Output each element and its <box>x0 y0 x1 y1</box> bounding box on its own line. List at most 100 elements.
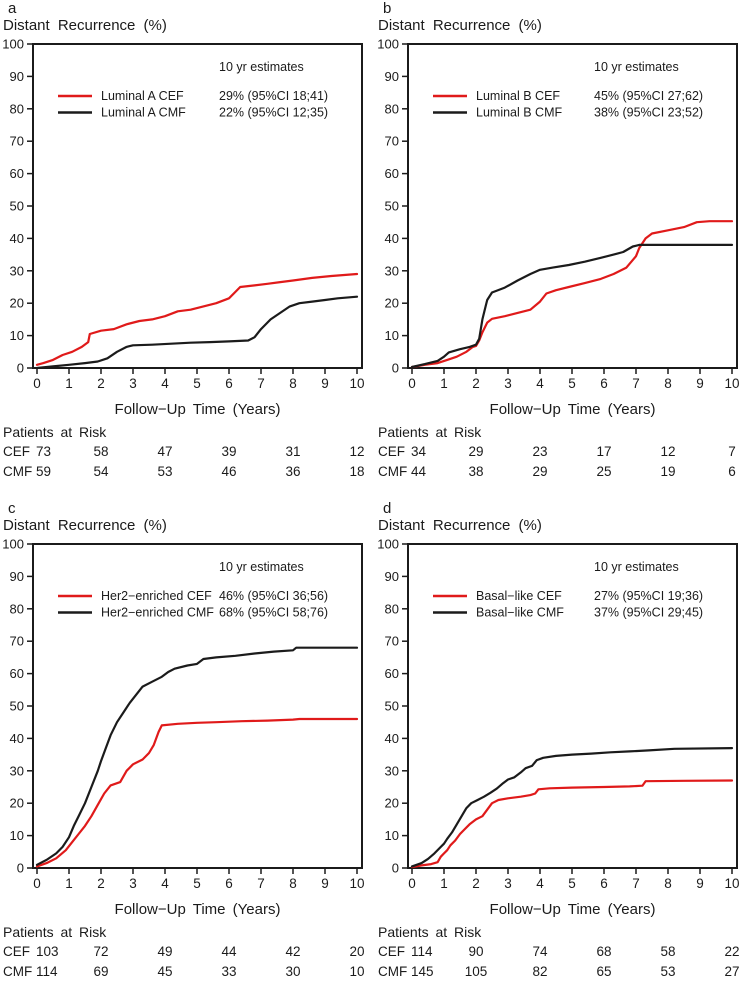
plot-area: 0 10 20 30 40 50 60 70 80 90 100 0 1 2 3 4 5 6 7 8 9 10 10 yr … <box>2 538 364 891</box>
x-tick-label: 2 <box>472 876 480 891</box>
risk-count: 105 <box>464 964 488 979</box>
y-axis-title: Distant Recurrence (%) <box>3 517 167 534</box>
panel-letter: d <box>383 500 392 517</box>
x-tick-label: 0 <box>408 876 416 891</box>
risk-count: 29 <box>532 464 548 479</box>
legend-estimate: 45% (95%CI 27;62) <box>594 89 703 103</box>
risk-count: 90 <box>468 944 484 959</box>
panel-letter: c <box>8 500 16 517</box>
legend-label: Luminal A CMF <box>101 106 186 120</box>
risk-count: 49 <box>157 944 173 959</box>
x-tick-label: 7 <box>257 876 265 891</box>
y-tick-label: 0 <box>17 861 24 876</box>
y-tick-label: 10 <box>385 828 399 843</box>
risk-count: 23 <box>532 444 548 459</box>
legend-header: 10 yr estimates <box>219 60 304 74</box>
x-tick-label: 3 <box>504 376 512 391</box>
x-tick-label: 10 <box>349 376 364 391</box>
y-tick-label: 20 <box>385 296 399 311</box>
risk-count: 36 <box>285 464 301 479</box>
x-tick-label: 9 <box>696 376 704 391</box>
risk-count: 82 <box>532 964 548 979</box>
risk-count: 54 <box>93 464 109 479</box>
x-tick-label: 0 <box>408 376 416 391</box>
plot-area: 0 10 20 30 40 50 60 70 80 90 100 0 1 2 3 4 5 6 7 8 9 10 10 yr … <box>377 38 739 391</box>
risk-table-heading: Patients at Risk <box>3 924 107 940</box>
x-tick-label: 8 <box>289 876 297 891</box>
risk-count: 34 <box>411 444 427 459</box>
y-tick-label: 30 <box>385 263 399 278</box>
legend-label: Her2−enriched CEF <box>101 589 212 603</box>
risk-count: 12 <box>660 444 676 459</box>
risk-row-cef: CEF 103 72 49 44 42 20 <box>0 944 375 962</box>
y-tick-label: 20 <box>10 296 24 311</box>
risk-count: 42 <box>285 944 301 959</box>
risk-count: 17 <box>596 444 612 459</box>
legend-estimate: 29% (95%CI 18;41) <box>219 89 328 103</box>
y-tick-label: 60 <box>10 666 24 681</box>
risk-count: 27 <box>724 964 740 979</box>
y-tick-label: 0 <box>392 361 399 376</box>
x-tick-label: 9 <box>321 876 329 891</box>
curve-cmf <box>35 295 359 370</box>
x-tick-label: 9 <box>321 376 329 391</box>
x-tick-label: 7 <box>632 876 640 891</box>
x-tick-label: 0 <box>33 876 41 891</box>
y-tick-label: 80 <box>10 601 24 616</box>
curve-cmf <box>410 243 734 369</box>
x-tick-label: 6 <box>600 876 608 891</box>
x-tick-label: 9 <box>696 876 704 891</box>
x-tick-label: 6 <box>225 376 233 391</box>
y-tick-label: 100 <box>377 538 399 552</box>
risk-row-label: CEF <box>3 944 30 959</box>
x-axis-title: Follow−Up Time (Years) <box>489 901 656 918</box>
risk-count: 25 <box>596 464 612 479</box>
legend-label: Luminal A CEF <box>101 89 184 103</box>
y-tick-label: 30 <box>10 263 24 278</box>
y-tick-label: 100 <box>2 538 24 552</box>
y-tick-label: 50 <box>10 699 24 714</box>
x-tick-label: 4 <box>161 876 169 891</box>
risk-row-label: CMF <box>3 964 33 979</box>
legend-label: Basal−like CMF <box>476 606 564 620</box>
x-tick-label: 10 <box>349 876 364 891</box>
x-tick-label: 0 <box>33 376 41 391</box>
y-tick-label: 40 <box>10 231 24 246</box>
risk-count: 114 <box>411 944 433 959</box>
risk-row-label: CEF <box>3 444 30 459</box>
risk-count: 68 <box>596 944 612 959</box>
y-tick-label: 90 <box>10 569 24 584</box>
risk-count: 58 <box>660 944 676 959</box>
panel-letter: a <box>8 0 17 17</box>
y-tick-label: 10 <box>10 328 24 343</box>
risk-count: 58 <box>93 444 109 459</box>
risk-count: 20 <box>349 944 365 959</box>
risk-table-heading: Patients at Risk <box>378 424 482 440</box>
y-axis-title: Distant Recurrence (%) <box>3 17 167 34</box>
risk-count: 72 <box>93 944 109 959</box>
x-tick-label: 1 <box>65 376 73 391</box>
risk-count: 65 <box>596 964 612 979</box>
x-tick-label: 10 <box>724 376 739 391</box>
risk-row-cef: CEF 73 58 47 39 31 12 <box>0 444 375 462</box>
y-tick-label: 60 <box>385 666 399 681</box>
y-tick-label: 70 <box>385 634 399 649</box>
panel-c: c Distant Recurrence (%) 0 10 20 30 40 50 60 70… <box>0 500 375 981</box>
x-tick-label: 8 <box>664 376 672 391</box>
x-tick-label: 4 <box>161 376 169 391</box>
y-tick-label: 20 <box>385 796 399 811</box>
legend-estimate: 22% (95%CI 12;35) <box>219 106 328 120</box>
x-tick-label: 7 <box>632 376 640 391</box>
curve-cmf <box>35 646 359 866</box>
y-tick-label: 60 <box>10 166 24 181</box>
y-tick-label: 20 <box>10 796 24 811</box>
x-tick-label: 7 <box>257 376 265 391</box>
risk-count: 114 <box>36 964 58 979</box>
x-tick-label: 4 <box>536 876 544 891</box>
x-tick-label: 3 <box>129 876 137 891</box>
y-tick-label: 90 <box>385 69 399 84</box>
risk-count: 44 <box>411 464 427 479</box>
y-tick-label: 50 <box>385 199 399 214</box>
y-tick-label: 50 <box>385 699 399 714</box>
risk-row-label: CMF <box>378 464 408 479</box>
